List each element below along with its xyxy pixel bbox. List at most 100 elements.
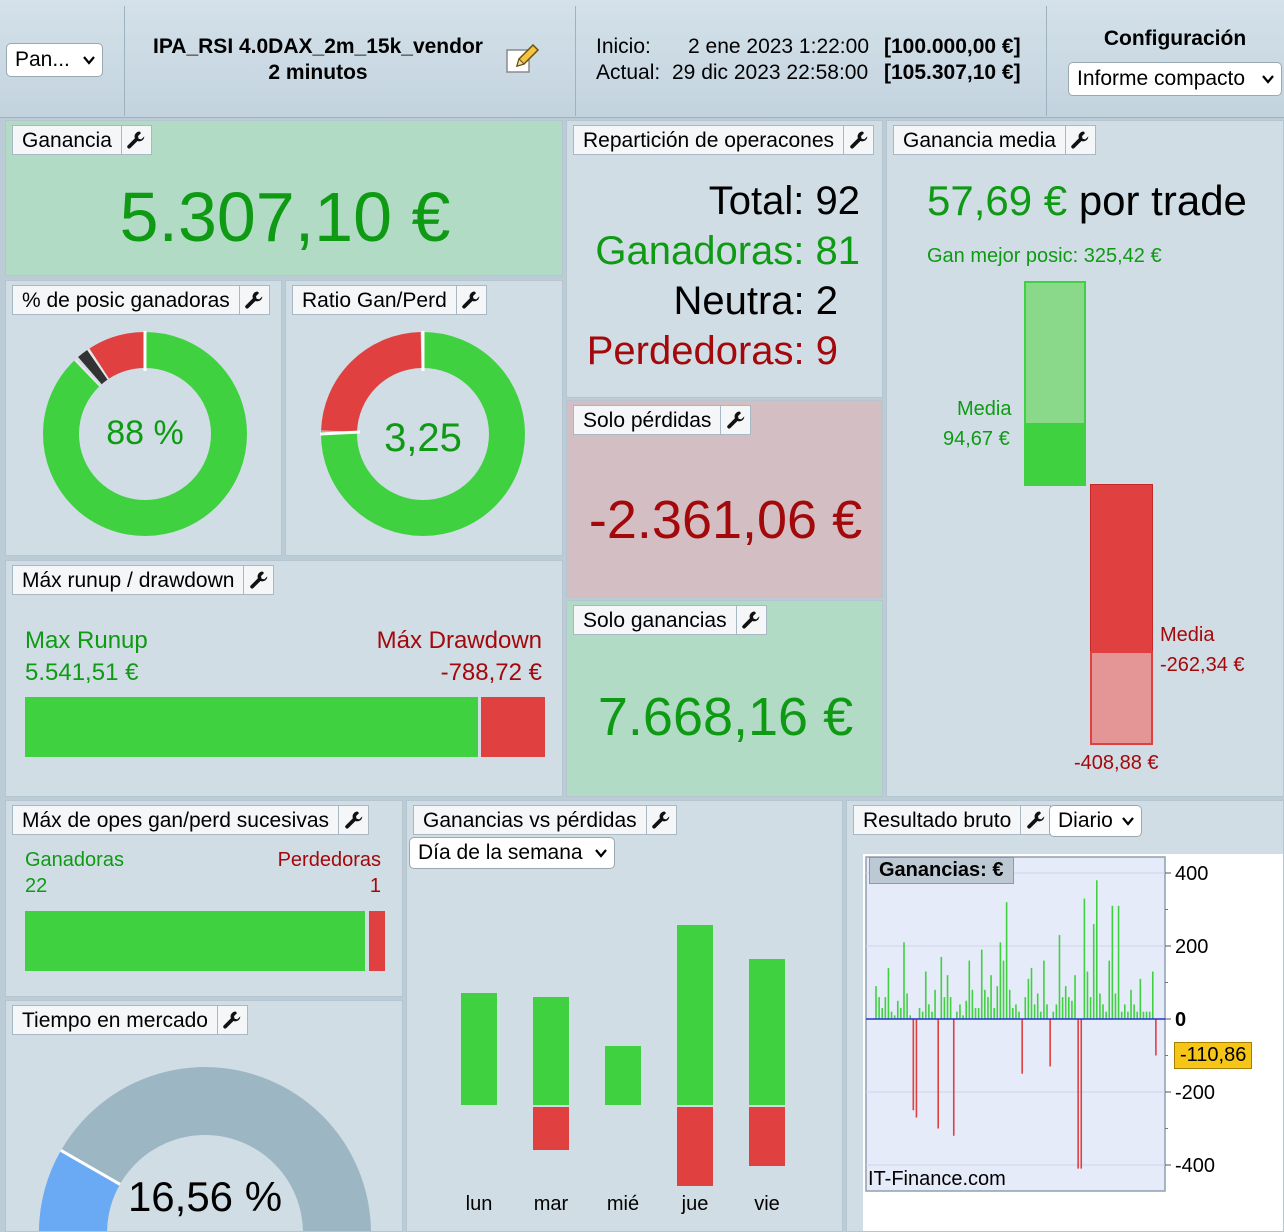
total-ops: Total: 92 [708, 179, 860, 223]
panel-title-label: Máx de opes gan/perd sucesivas [12, 805, 340, 835]
wrench-glyph [223, 1011, 241, 1029]
wrench-glyph [1027, 811, 1045, 829]
wrench-glyph [652, 811, 670, 829]
gvp-title: Ganancias vs pérdidas [413, 805, 677, 835]
watermark: IT-Finance.com [868, 1168, 1006, 1190]
actual-label: Actual: [596, 61, 661, 84]
header-bar [0, 0, 1284, 118]
resultado-period-select[interactable]: Diario [1049, 805, 1142, 837]
report-type-value: Informe compacto [1077, 67, 1246, 90]
max-runup-label: Max Runup [25, 627, 148, 654]
avg-loss-value: -262,34 € [1160, 654, 1245, 676]
resultado-title: Resultado bruto [853, 805, 1052, 835]
panel-title-label: Repartición de operacones [573, 125, 844, 155]
y-tick-label: 200 [1175, 936, 1208, 958]
day-label: vie [754, 1193, 780, 1215]
y-tick-label: 0 [1175, 1009, 1186, 1031]
wrench-icon[interactable] [1065, 125, 1096, 155]
ratio-donut [320, 331, 525, 537]
losing-ops: Perdedoras: 9 [586, 329, 838, 373]
day-label: mié [606, 1193, 640, 1215]
ganancia-panel: Ganancia 5.307,10 € [5, 120, 563, 276]
report-type-select[interactable]: Informe compacto [1068, 62, 1282, 96]
ganancia-media-title: Ganancia media [893, 125, 1096, 155]
time-in-market-value: 16,56 % [127, 1173, 283, 1220]
win-rate-donut [43, 331, 247, 536]
wrench-glyph [127, 131, 145, 149]
wrench-icon[interactable] [217, 1005, 248, 1035]
header-divider [575, 6, 576, 116]
wrench-icon[interactable] [1021, 805, 1052, 835]
wrench-icon[interactable] [736, 605, 767, 635]
panel-title-label: Ganancia [12, 125, 122, 155]
wrench-icon[interactable] [844, 125, 874, 155]
max-runup-value: 5.541,51 € [25, 659, 139, 686]
wrench-icon[interactable] [121, 125, 152, 155]
y-tick-label: 400 [1175, 863, 1208, 885]
solo-perdidas-title: Solo pérdidas [573, 405, 752, 435]
wrench-glyph [250, 571, 268, 589]
gvp-panel: Ganancias vs pérdidas Día de la semana l… [406, 800, 843, 1232]
y-tick-label: -400 [1175, 1155, 1215, 1177]
wrench-icon[interactable] [239, 285, 270, 315]
max-drawdown-label: Máx Drawdown [376, 627, 542, 654]
ratio-title: Ratio Gan/Perd [292, 285, 487, 315]
wrench-glyph [849, 131, 867, 149]
ganancia-media-panel: Ganancia media 57,69 € por trade Gan mej… [886, 120, 1284, 797]
chevron-down-icon [595, 849, 607, 858]
header-divider [1046, 6, 1047, 116]
winning-ops: Ganadoras: 81 [595, 229, 860, 273]
gvp-bars: lun mar mié jue vie [407, 801, 842, 1231]
resultado-panel: Resultado bruto Diario 400 200 0 -200 -400 G… [846, 800, 1284, 1232]
gains-total: 7.668,16 € [597, 687, 854, 747]
gain-bar [605, 1046, 641, 1105]
gross-result-chart: 400 200 0 -200 -400 [865, 856, 1215, 1192]
solo-perdidas-panel: Solo pérdidas -2.361,06 € [566, 400, 883, 598]
avg-trade-value: 57,69 € [927, 177, 1068, 224]
reparticion-title: Repartición de operacones [573, 125, 874, 155]
gain-bar [461, 993, 497, 1105]
pan-select[interactable]: Pan... [6, 43, 103, 77]
losses-total: -2.361,06 € [588, 490, 863, 550]
config-label: Configuración [1103, 27, 1247, 50]
actual-date: 29 dic 2023 22:58:00 [672, 61, 869, 84]
consec-losses-bar [369, 911, 385, 971]
consec-losses-label: Perdedoras [277, 849, 381, 871]
wrench-glyph [742, 611, 760, 629]
panel-title-label: Solo ganancias [573, 605, 737, 635]
win-rate-value: 88 % [106, 414, 184, 452]
best-trade-label: Gan mejor posic: 325,42 € [927, 245, 1162, 267]
gvp-period-select[interactable]: Día de la semana [409, 837, 615, 869]
avg-trade-suffix: por trade [1078, 177, 1247, 224]
avg-win-bar [1024, 424, 1086, 486]
gain-bar [533, 997, 569, 1105]
day-label: lun [465, 1193, 493, 1215]
edit-pencil-icon[interactable] [505, 42, 541, 76]
wrench-icon[interactable] [646, 805, 677, 835]
inicio-value: [100.000,00 €] [884, 35, 1021, 58]
gain-bar [749, 959, 785, 1105]
panel-title-label: Tiempo en mercado [12, 1005, 218, 1035]
wrench-icon[interactable] [456, 285, 487, 315]
day-label: mar [533, 1193, 569, 1215]
pan-select-value: Pan... [15, 48, 70, 71]
solo-ganancias-panel: Solo ganancias 7.668,16 € [566, 600, 883, 797]
pct-ganadoras-title: % de posic ganadoras [12, 285, 270, 315]
inicio-label: Inicio: [596, 35, 651, 58]
actual-value: [105.307,10 €] [884, 61, 1021, 84]
tiempo-title: Tiempo en mercado [12, 1005, 248, 1035]
panel-title-label: Máx runup / drawdown [12, 565, 245, 595]
wrench-glyph [1071, 131, 1089, 149]
panel-title-label: Ganancias vs pérdidas [413, 805, 647, 835]
wrench-icon[interactable] [244, 565, 275, 595]
worst-trade-value: -408,88 € [1074, 752, 1159, 774]
consec-wins-value: 22 [25, 875, 48, 897]
wrench-icon[interactable] [721, 405, 752, 435]
best-trade-bar [1024, 281, 1086, 425]
y-tick-label: -200 [1175, 1082, 1215, 1104]
loss-bar [749, 1107, 785, 1166]
runup-bar [25, 697, 478, 757]
wrench-icon[interactable] [339, 805, 370, 835]
resultado-period-value: Diario [1058, 809, 1113, 832]
gauge-divider [60, 1149, 121, 1186]
